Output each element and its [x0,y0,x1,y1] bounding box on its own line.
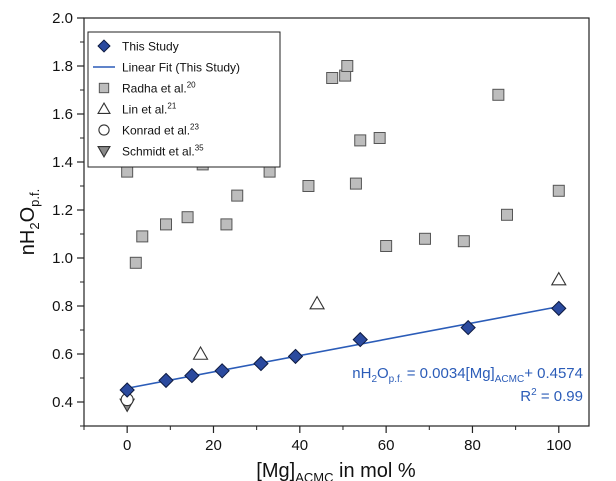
legend-label: Konrad et al.23 [122,123,199,138]
this-study-point [287,348,304,365]
legend-marker-triangle-up [97,101,111,115]
r-squared: R2 = 0.99 [520,387,583,405]
radha-et-al-point [136,230,149,243]
x-tick-label: 60 [378,437,395,454]
radha-et-al-point [129,256,142,269]
legend-box [87,31,281,168]
radha-et-al-point [354,134,367,147]
lin-et-al-point [192,345,209,360]
regression-annotation: nH2Op.f. = 0.0034[Mg]ACMC+ 0.4574 R2 = 0… [352,365,583,405]
radha-et-al-point [341,60,354,72]
radha-et-al-point [302,180,315,192]
radha-et-al-point [457,235,470,248]
this-study-point [460,319,476,336]
y-tick-label: 1.8 [52,58,73,75]
x-axis-label: [Mg]ACMC in mol % [256,460,416,481]
radha-et-al-point [349,177,362,190]
x-tick-label: 20 [205,437,222,454]
y-tick-label: 1.2 [52,202,73,219]
y-tick-label: 2.0 [52,10,73,27]
radha-et-al-point [160,218,173,231]
lin-et-al-point [309,295,326,310]
fit-line-group [127,305,559,390]
legend-label: Lin et al.21 [122,102,177,117]
lin-et-al-point [550,271,567,286]
x-tick-label: 40 [291,437,308,454]
this-study-point [158,372,174,389]
x-tick-label: 100 [546,437,571,454]
radha-et-al-point [263,165,276,178]
y-tick-label: 1.0 [52,250,73,267]
plot-frame [83,17,590,427]
legend-items: This Study Linear Fit (This Study) Radha e… [93,39,240,159]
radha-et-al-point [492,88,505,101]
radha-et-al-point [500,208,513,221]
this-study-point [184,367,200,384]
x-tick-label: 0 [123,437,131,454]
y-tick-label: 1.6 [52,106,73,123]
y-tick-label: 0.6 [52,346,73,363]
y-tick-label: 0.4 [52,394,73,411]
legend-marker-circle [98,124,110,136]
legend-marker-diamond [97,39,111,53]
radha-et-al-point [552,184,565,197]
y-axis-label-sub2: p.f. [27,189,42,207]
this-study-point [352,331,368,348]
this-study-point [551,300,567,317]
axis-ticks: 0.4 0.6 0.8 1.0 1.2 1.4 1.6 1.8 2.0 0 20 40 60 80 100 [52,10,571,454]
this-study-point [214,363,230,379]
y-axis-label: nH2Op.f. [17,189,42,255]
radha-et-al-point [121,165,134,178]
radha-et-al-point [326,72,339,84]
legend-label: This Study [122,40,179,54]
radha-et-al-point [418,232,431,245]
radha-et-al-point [220,218,233,231]
x-tick-label: 80 [464,437,481,454]
legend-label: Schmidt et al.35 [122,144,204,159]
data-points [119,60,567,413]
radha-et-al-point [380,240,393,252]
legend-marker-square [98,82,110,94]
legend-label: Linear Fit (This Study) [122,61,240,75]
legend-label: Radha et al.20 [122,81,196,96]
x-axis-label-rest: in mol % [333,460,415,481]
x-axis-label-sub: ACMC [295,470,333,481]
this-study-point [253,355,269,372]
this-study-point [119,382,135,398]
radha-et-al-point [231,189,244,202]
fit-equation: nH2Op.f. = 0.0034[Mg]ACMC+ 0.4574 [352,365,583,385]
y-tick-label: 1.4 [52,154,73,171]
y-axis-label-mid: O [17,207,39,223]
fit-line [127,305,559,390]
legend-marker-triangle-down [97,145,111,159]
radha-et-al-point [181,211,194,224]
y-tick-label: 0.8 [52,298,73,315]
legend: This Study Linear Fit (This Study) Radha e… [87,31,281,168]
radha-et-al-point [373,132,386,144]
y-axis-label-sub1: 2 [27,222,42,229]
